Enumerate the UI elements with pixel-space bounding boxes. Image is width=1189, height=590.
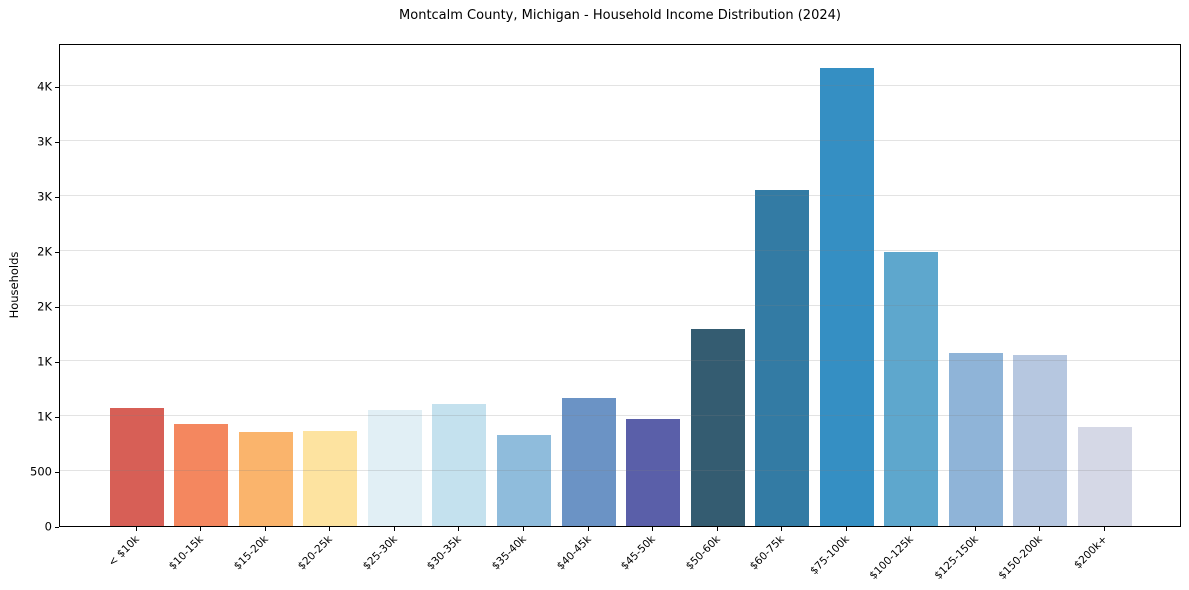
bar [1077, 426, 1132, 526]
y-tick-label: 3K [37, 134, 52, 149]
y-tick-mark [55, 417, 59, 418]
bar [238, 431, 293, 526]
bar [690, 329, 745, 526]
y-tick-label: 500 [30, 464, 52, 479]
bar [819, 67, 874, 526]
bar [884, 252, 939, 526]
bar [948, 352, 1003, 526]
y-tick-mark [55, 197, 59, 198]
x-tick-mark [393, 527, 395, 531]
y-tick-label: 2K [37, 244, 52, 259]
y-tick-label: 1K [37, 354, 52, 369]
plot-area [59, 44, 1181, 527]
bar [1013, 354, 1068, 526]
x-tick-mark [845, 527, 847, 531]
x-tick-mark [264, 527, 266, 531]
x-tick-mark [1039, 527, 1041, 531]
y-tick-label: 3K [37, 189, 52, 204]
y-tick-mark [55, 307, 59, 308]
x-tick-mark [974, 527, 976, 531]
x-tick-mark [1103, 527, 1105, 531]
x-tick-mark [716, 527, 718, 531]
bar [174, 424, 229, 526]
x-tick-label: < $10k [105, 533, 142, 569]
x-tick-mark [200, 527, 202, 531]
y-tick-mark [55, 87, 59, 88]
bar [367, 409, 422, 526]
bar [561, 398, 616, 526]
bars-layer [60, 45, 1180, 526]
x-tick-mark [458, 527, 460, 531]
bar [755, 189, 810, 526]
bar [497, 435, 551, 526]
bar [432, 403, 487, 526]
x-tick-mark [910, 527, 912, 531]
x-tick-mark [523, 527, 524, 531]
y-tick-mark [55, 142, 59, 143]
y-tick-mark [55, 362, 59, 363]
y-tick-mark [55, 527, 59, 528]
x-tick-mark [652, 527, 654, 531]
x-tick-mark [329, 527, 331, 531]
x-tick-mark [781, 527, 783, 531]
x-tick-mark [587, 527, 589, 531]
y-tick-label: 2K [37, 299, 52, 314]
bar [109, 407, 164, 526]
y-tick-label: 1K [37, 409, 52, 424]
y-tick-label: 0 [44, 519, 52, 534]
bar [626, 419, 681, 526]
x-tick-mark [135, 527, 137, 531]
chart-title: Montcalm County, Michigan - Household In… [399, 8, 841, 23]
y-tick-label: 4K [37, 79, 52, 94]
y-tick-mark [55, 472, 59, 473]
y-tick-mark [55, 252, 59, 253]
bar [303, 431, 358, 526]
